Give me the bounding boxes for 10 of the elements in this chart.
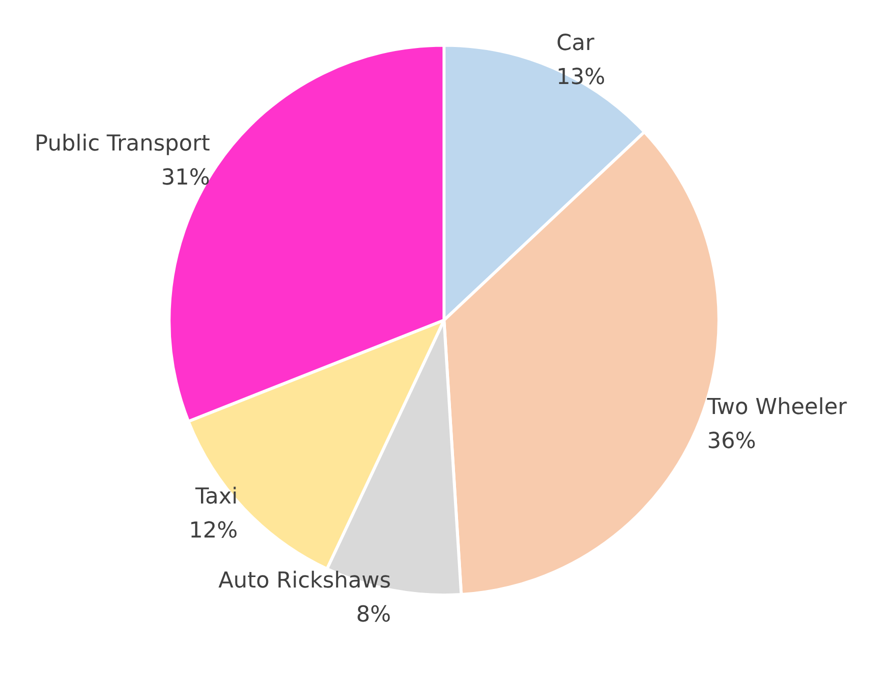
slice-label: Auto Rickshaws (218, 568, 392, 594)
data-label: 8% (356, 602, 392, 628)
slice-label: Public Transport (34, 132, 210, 157)
data-label: 12% (188, 518, 238, 544)
slice-label: Two Wheeler (706, 394, 848, 420)
slice-label: Taxi (194, 484, 238, 510)
slice-label: Car (556, 31, 596, 56)
data-label: 13% (556, 65, 606, 90)
data-label: 36% (707, 428, 756, 454)
data-label: 31% (161, 166, 210, 191)
